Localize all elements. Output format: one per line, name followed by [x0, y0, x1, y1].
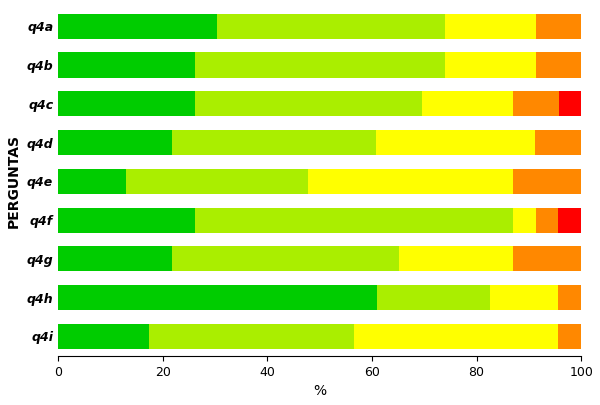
Bar — [58, 14, 217, 39]
Bar — [536, 207, 558, 233]
Bar — [558, 324, 581, 349]
Bar — [58, 207, 194, 233]
Bar — [513, 207, 536, 233]
Bar — [490, 285, 558, 310]
Bar — [512, 169, 581, 194]
Bar — [58, 285, 377, 310]
Bar — [308, 169, 512, 194]
Bar — [353, 324, 558, 349]
Bar — [536, 14, 581, 39]
Bar — [58, 169, 126, 194]
Bar — [194, 91, 422, 117]
Bar — [194, 53, 445, 78]
Bar — [445, 53, 536, 78]
Bar — [559, 91, 581, 117]
Bar — [126, 169, 308, 194]
Bar — [58, 53, 194, 78]
Bar — [58, 324, 149, 349]
Bar — [512, 246, 581, 271]
X-axis label: %: % — [313, 384, 326, 398]
Bar — [58, 130, 172, 155]
Bar — [58, 91, 194, 117]
Bar — [399, 246, 512, 271]
Bar — [513, 91, 559, 117]
Bar — [422, 91, 513, 117]
Bar — [172, 246, 399, 271]
Bar — [217, 14, 445, 39]
Bar — [535, 130, 581, 155]
Y-axis label: PERGUNTAS: PERGUNTAS — [7, 134, 21, 228]
Bar — [445, 14, 536, 39]
Bar — [377, 285, 490, 310]
Bar — [194, 207, 513, 233]
Bar — [149, 324, 353, 349]
Bar — [376, 130, 535, 155]
Bar — [558, 285, 581, 310]
Bar — [172, 130, 376, 155]
Bar — [558, 207, 581, 233]
Bar — [58, 246, 172, 271]
Bar — [536, 53, 581, 78]
